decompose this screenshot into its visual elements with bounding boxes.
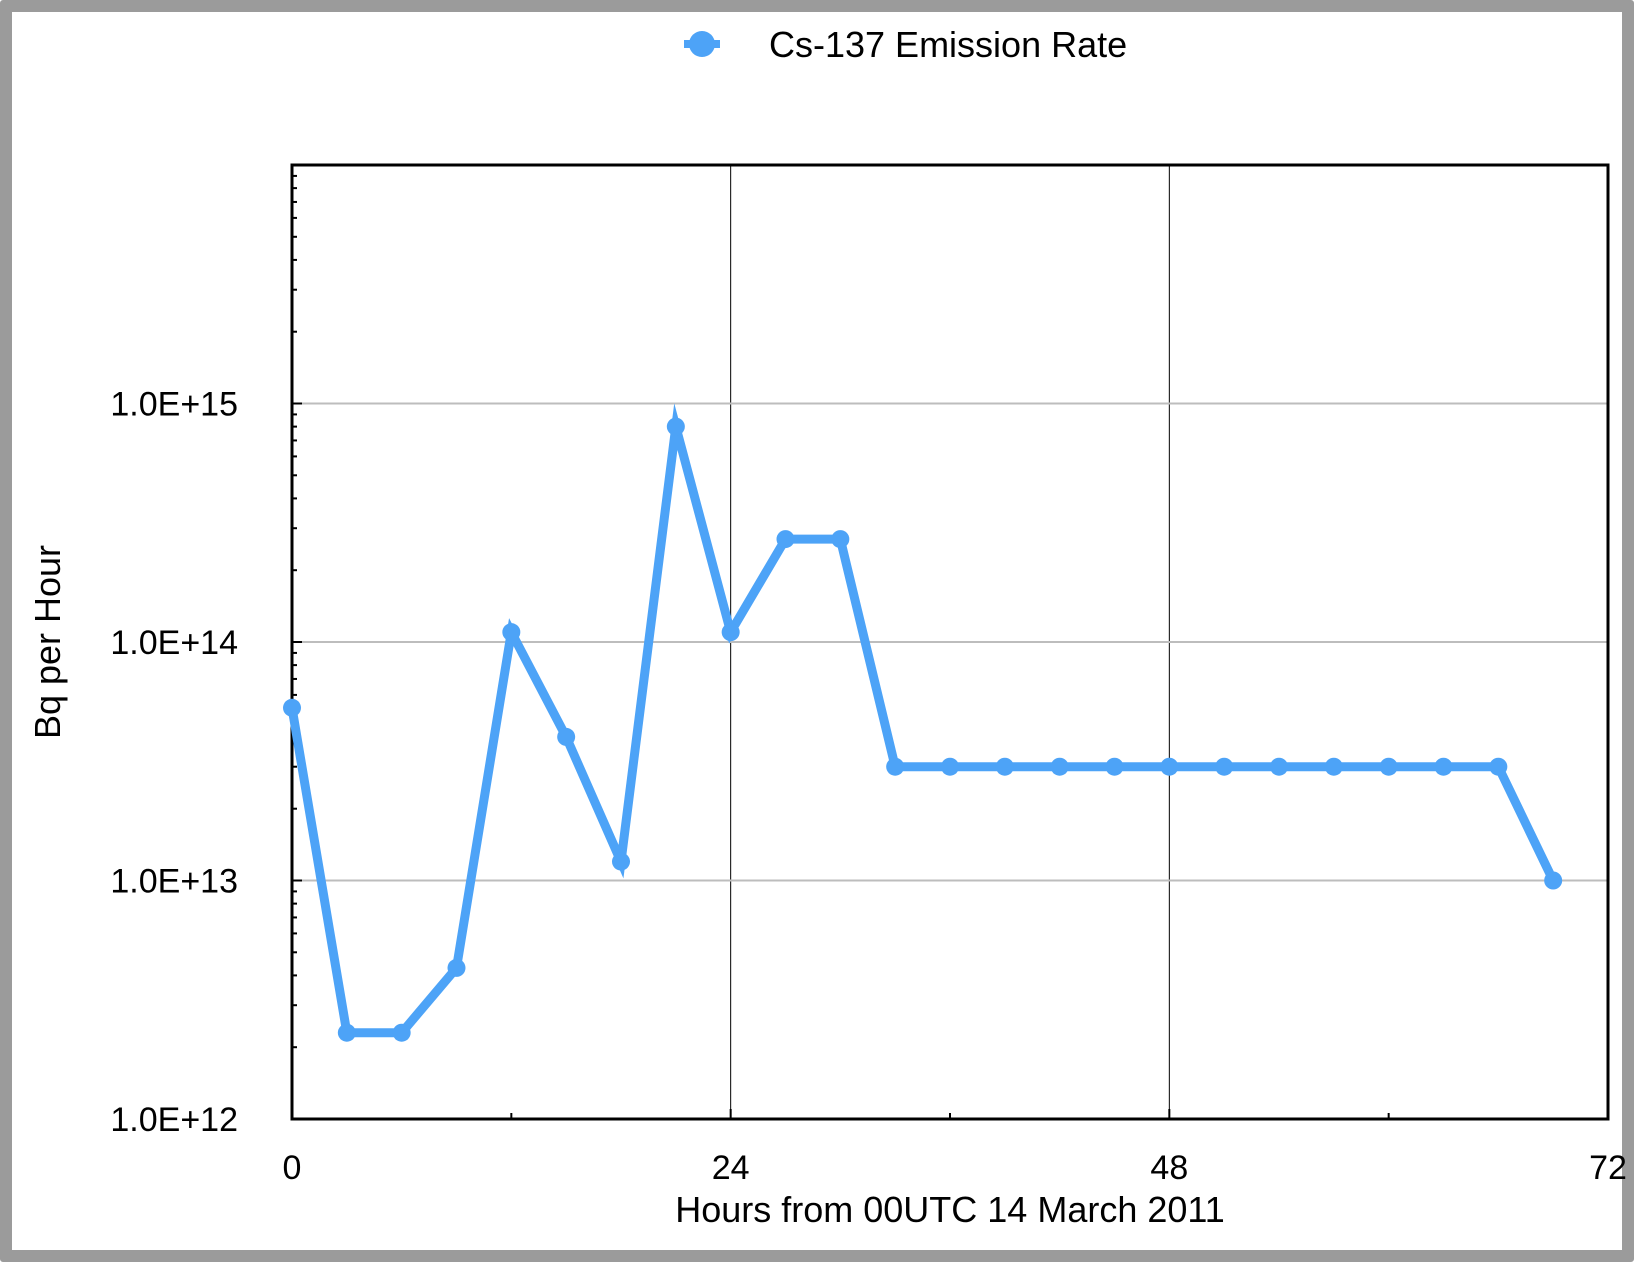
data-point — [557, 727, 576, 746]
data-point — [392, 1023, 411, 1042]
legend: Cs-137 Emission Rate — [684, 24, 1127, 65]
data-point — [502, 623, 521, 642]
data-point — [1379, 757, 1398, 776]
data-point — [1270, 757, 1288, 776]
data-point — [1489, 757, 1508, 776]
y-axis-label: Bq per Hour — [27, 545, 68, 739]
x-tick-label: 72 — [1589, 1149, 1627, 1187]
line-chart: 0 24 48 72 1.0E+12 1.0E+13 1.0E+14 1.0E+15 Hour… — [27, 24, 1627, 1230]
series-line — [287, 403, 1558, 1038]
y-tick-label: 1.0E+12 — [110, 1101, 238, 1139]
data-point — [612, 852, 630, 871]
legend-marker-swatch — [689, 31, 715, 57]
y-tick-label: 1.0E+15 — [110, 386, 238, 424]
data-point — [831, 530, 850, 549]
data-point — [1160, 757, 1179, 776]
data-point — [1324, 757, 1343, 776]
x-tick-label: 24 — [712, 1149, 750, 1187]
data-point — [1105, 757, 1124, 776]
y-tick-label: 1.0E+13 — [110, 863, 238, 901]
data-point — [337, 1023, 356, 1042]
data-point — [666, 417, 685, 436]
data-point — [721, 623, 740, 642]
data-point — [1544, 871, 1563, 890]
data-point — [941, 757, 959, 776]
x-axis-label: Hours from 00UTC 14 March 2011 — [675, 1189, 1225, 1230]
data-point — [447, 958, 466, 977]
data-point — [1050, 757, 1069, 776]
x-tick-label: 0 — [283, 1149, 302, 1187]
grid-lines — [292, 165, 1608, 1119]
data-point — [1215, 757, 1234, 776]
plot-area-border — [290, 163, 1610, 1121]
x-tick-label: 48 — [1150, 1149, 1188, 1187]
data-point — [995, 757, 1014, 776]
data-point — [776, 530, 795, 549]
data-point — [283, 698, 301, 717]
data-point — [1434, 757, 1453, 776]
legend-label: Cs-137 Emission Rate — [769, 24, 1127, 65]
tick-labels: 0 24 48 72 1.0E+12 1.0E+13 1.0E+14 1.0E+15 — [110, 386, 1627, 1188]
y-tick-label: 1.0E+14 — [110, 624, 238, 662]
series-layer — [283, 403, 1563, 1042]
axis-ticks — [291, 174, 1609, 1120]
data-point — [886, 757, 905, 776]
